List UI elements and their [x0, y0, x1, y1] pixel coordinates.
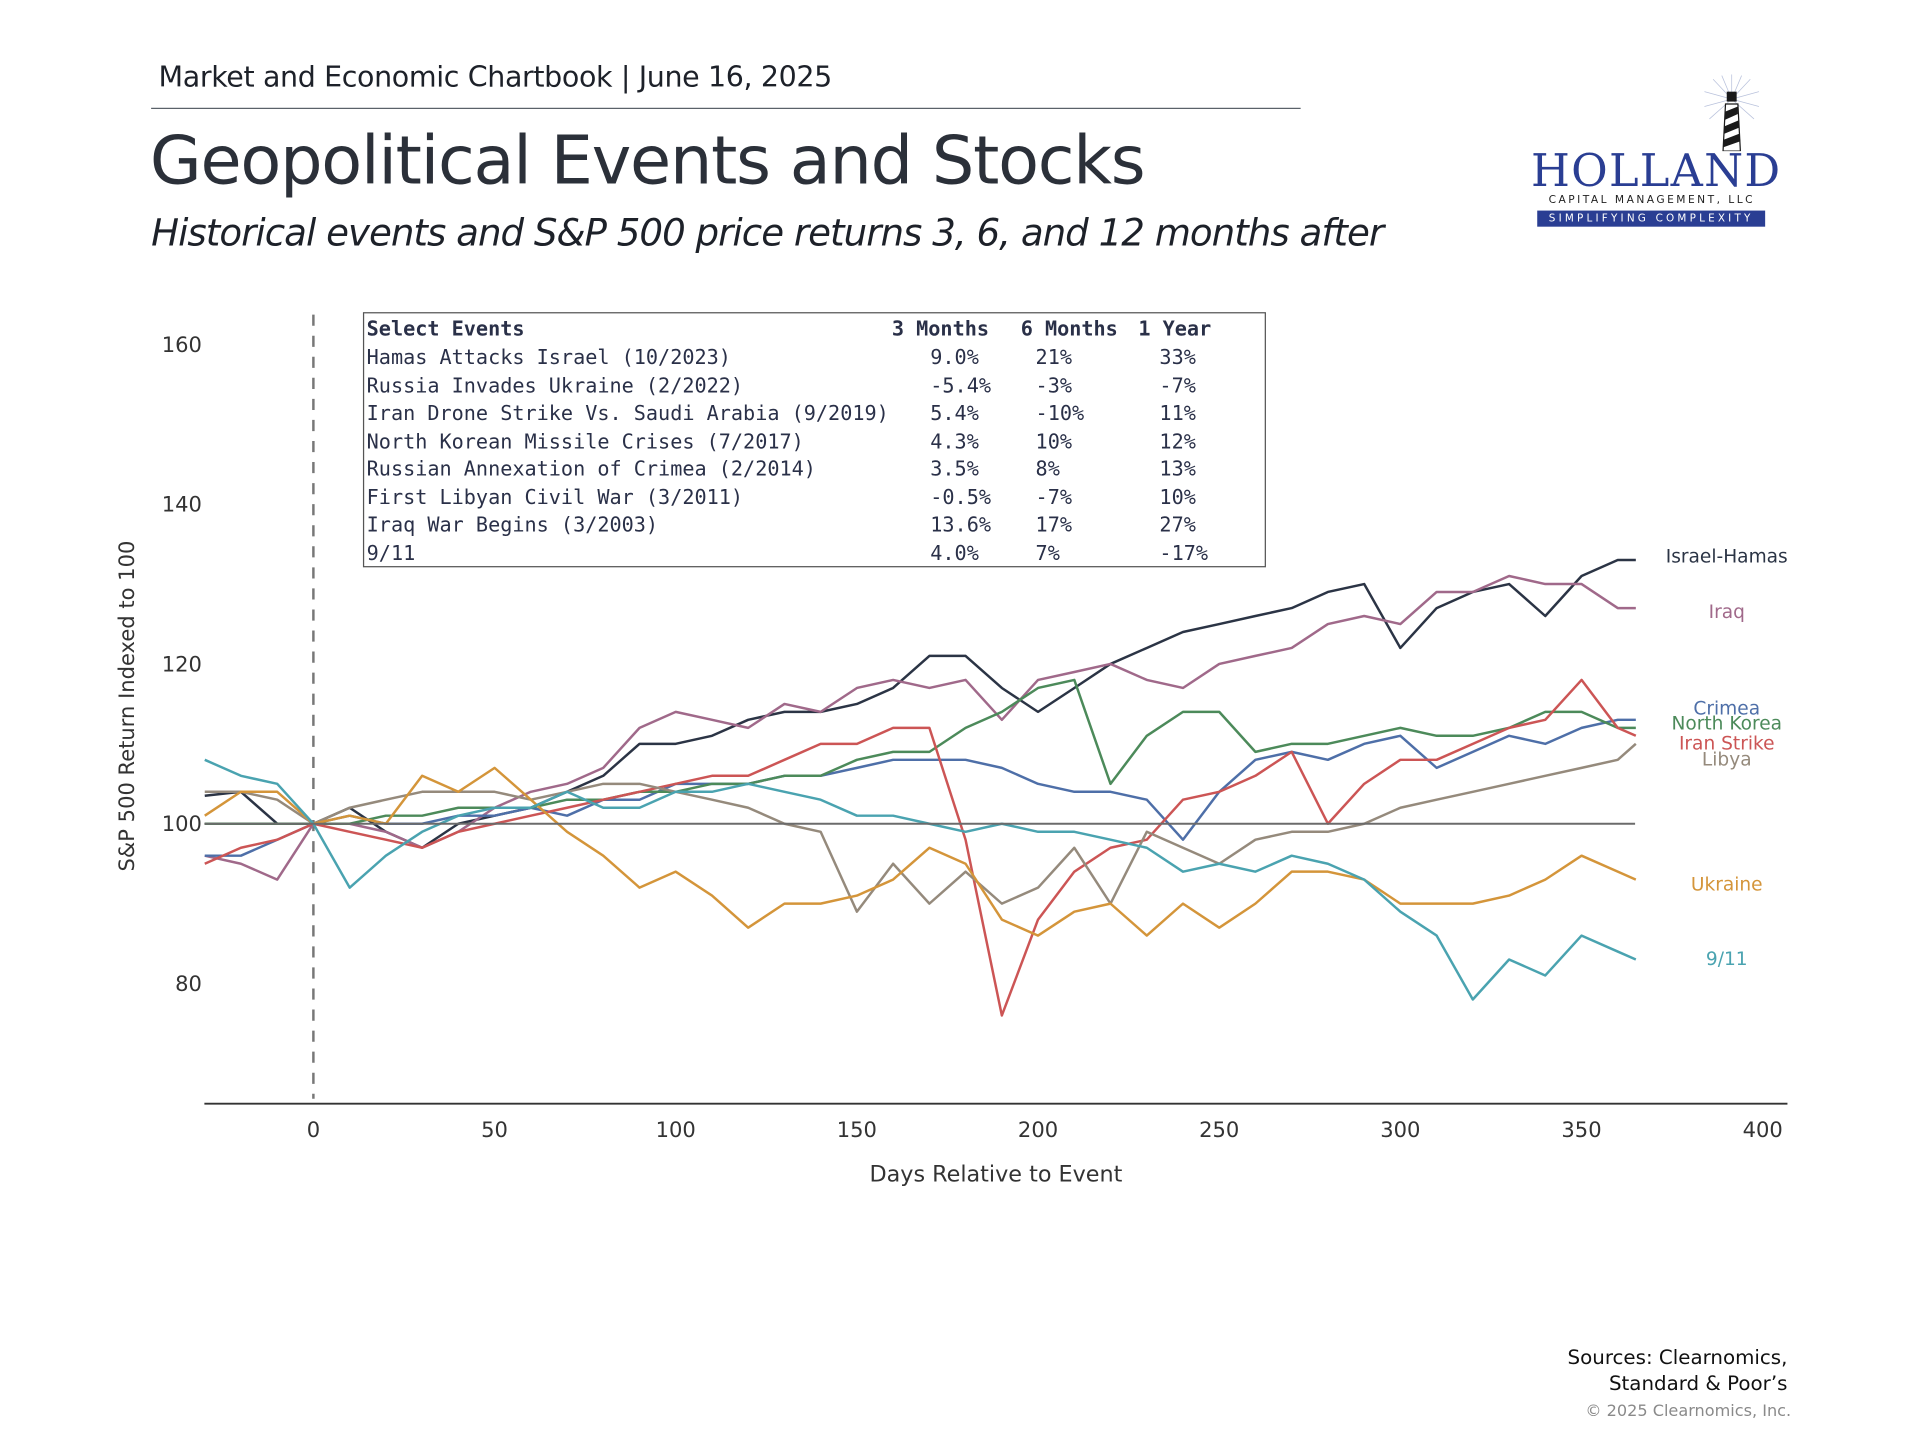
return-cell: -17%: [1159, 540, 1209, 565]
series-line-ukraine: [204, 766, 1637, 937]
y-tick-label: 120: [162, 651, 202, 676]
event-name-cell: 9/11: [366, 540, 416, 565]
x-tick-label: 0: [307, 1117, 320, 1142]
x-tick-label: 150: [837, 1117, 877, 1142]
copyright-note: © 2025 Clearnomics, Inc.: [1585, 1402, 1792, 1421]
return-cell: -7%: [1035, 484, 1072, 509]
event-name-cell: Russia Invades Ukraine (2/2022): [366, 373, 744, 398]
chartbook-header: Market and Economic Chartbook | June 16,…: [158, 61, 833, 95]
event-name-cell: Russian Annexation of Crimea (2/2014): [366, 457, 816, 481]
series-end-label: 9/11: [1706, 949, 1748, 970]
event-name-cell: Hamas Attacks Israel (10/2023): [366, 345, 731, 370]
y-tick-label: 100: [162, 811, 202, 836]
sources-line: Sources: Clearnomics,: [1567, 1345, 1788, 1369]
x-tick-label: 200: [1018, 1117, 1058, 1142]
sources-line: Standard & Poor’s: [1608, 1371, 1788, 1395]
y-axis-label: S&P 500 Return Indexed to 100: [114, 541, 139, 872]
table-header-row: Select Events 3 Months 6 Months 1 Year: [367, 317, 1212, 344]
x-tick-label: 350: [1561, 1117, 1601, 1142]
return-cell: 4.3%: [930, 429, 979, 453]
series-end-label: Ukraine: [1691, 875, 1763, 896]
series-line-libya: [204, 742, 1637, 913]
return-cell: 10%: [1035, 429, 1072, 453]
event-name-cell: North Korean Missile Crises (7/2017): [366, 429, 804, 453]
return-cell: 21%: [1035, 345, 1072, 370]
header-divider: [151, 107, 1301, 110]
page-title: Geopolitical Events and Stocks: [149, 121, 1146, 200]
x-tick-label: 100: [656, 1117, 696, 1142]
series-end-label: Iraq: [1709, 602, 1745, 623]
x-tick-label: 250: [1199, 1117, 1239, 1142]
event-name-cell: Iran Drone Strike Vs. Saudi Arabia (9/20…: [366, 401, 889, 425]
return-cell: 27%: [1159, 512, 1196, 537]
y-tick-label: 140: [162, 492, 202, 517]
holland-logo: HOLLAND CAPITAL MANAGEMENT, LLC SIMPLIFY…: [1531, 74, 1782, 233]
return-cell: 7%: [1035, 540, 1060, 565]
series-end-label: Crimea: [1693, 699, 1760, 720]
table-header-cell: 3 Months: [891, 317, 990, 341]
logo-wordmark: HOLLAND: [1531, 146, 1782, 197]
logo-tagline: SIMPLIFYING COMPLEXITY: [1537, 210, 1766, 227]
x-tick-label: 300: [1380, 1117, 1420, 1142]
series-end-label: Iran Strike: [1679, 733, 1775, 754]
line-chart: 0 50 100 150 200 250 300 350 400 Days Relative to…: [114, 314, 1788, 1188]
event-name-cell: Iraq War Begins (3/2003): [366, 512, 659, 537]
return-cell: 33%: [1159, 345, 1196, 370]
series-end-label: Libya: [1702, 750, 1752, 771]
series-line-iran-strike: [204, 678, 1637, 1017]
return-cell: -0.5%: [930, 484, 991, 509]
x-axis-label: Days Relative to Event: [869, 1162, 1122, 1188]
series-line-crimea: [204, 718, 1636, 857]
return-cell: 5.4%: [930, 401, 979, 425]
return-cell: -10%: [1035, 401, 1085, 425]
series-line-9-11: [204, 758, 1637, 1001]
series-end-label: North Korea: [1671, 714, 1782, 735]
logo-subline: CAPITAL MANAGEMENT, LLC: [1548, 194, 1756, 207]
return-cell: -7%: [1159, 373, 1196, 398]
x-tick-label: 400: [1743, 1117, 1783, 1142]
series-line-north-korea: [204, 678, 1636, 825]
table-header-cell: 6 Months: [1020, 317, 1118, 341]
return-cell: 9.0%: [930, 345, 979, 370]
series-line-israel-hamas: [204, 558, 1636, 850]
return-cell: 13.6%: [930, 512, 991, 537]
return-cell: 13%: [1159, 457, 1196, 481]
return-cell: -3%: [1035, 373, 1072, 398]
return-cell: 17%: [1035, 512, 1072, 537]
return-cell: -5.4%: [930, 373, 991, 398]
return-cell: 12%: [1159, 429, 1196, 453]
page-subtitle: Historical events and S&P 500 price retu…: [151, 211, 1384, 256]
return-cell: 3.5%: [930, 457, 979, 481]
y-tick-label: 80: [175, 971, 202, 996]
events-table: Select Events 3 Months 6 Months 1 Year H…: [362, 312, 1266, 568]
return-cell: 8%: [1035, 457, 1060, 481]
event-name-cell: First Libyan Civil War (3/2011): [366, 484, 744, 509]
series-end-label: Israel-Hamas: [1666, 546, 1788, 567]
return-cell: 10%: [1159, 484, 1196, 509]
x-tick-label: 50: [481, 1117, 508, 1142]
table-header-cell: Select Events: [366, 317, 525, 341]
table-header-cell: 1 Year: [1138, 317, 1212, 341]
sources-note: Sources: Clearnomics, Standard & Poor’s: [1568, 1344, 1788, 1396]
return-cell: 11%: [1159, 401, 1196, 425]
y-tick-label: 160: [162, 332, 202, 357]
return-cell: 4.0%: [930, 540, 979, 565]
lighthouse-icon: [1704, 74, 1760, 152]
